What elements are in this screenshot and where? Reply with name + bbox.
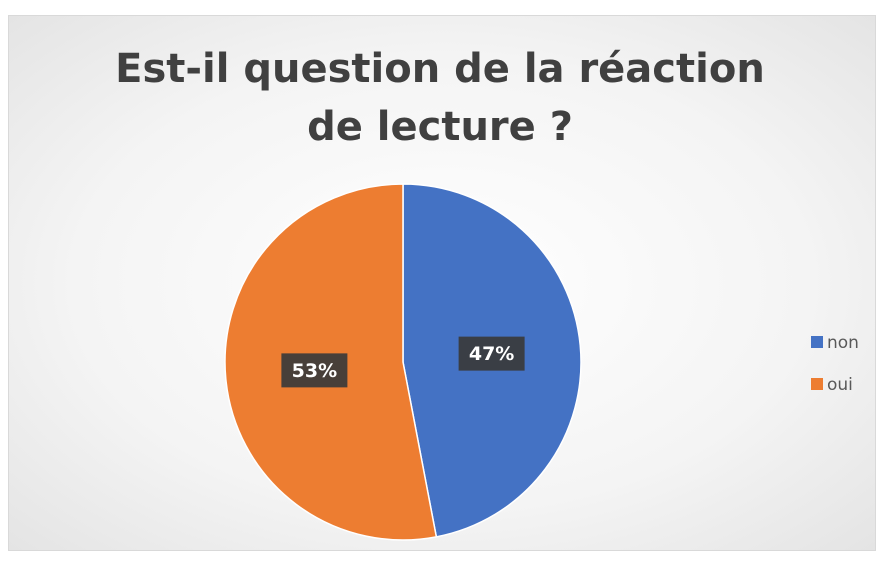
data-label-box	[458, 336, 525, 371]
legend-swatch	[811, 378, 823, 390]
chart-title: Est-il question de la réaction de lectur…	[115, 46, 765, 150]
data-label: 47%	[469, 343, 514, 365]
legend-swatch	[811, 336, 823, 348]
data-label: 53%	[292, 360, 337, 382]
legend-label: oui	[827, 375, 853, 395]
legend-label: non	[827, 333, 859, 353]
data-label-box	[281, 353, 348, 388]
